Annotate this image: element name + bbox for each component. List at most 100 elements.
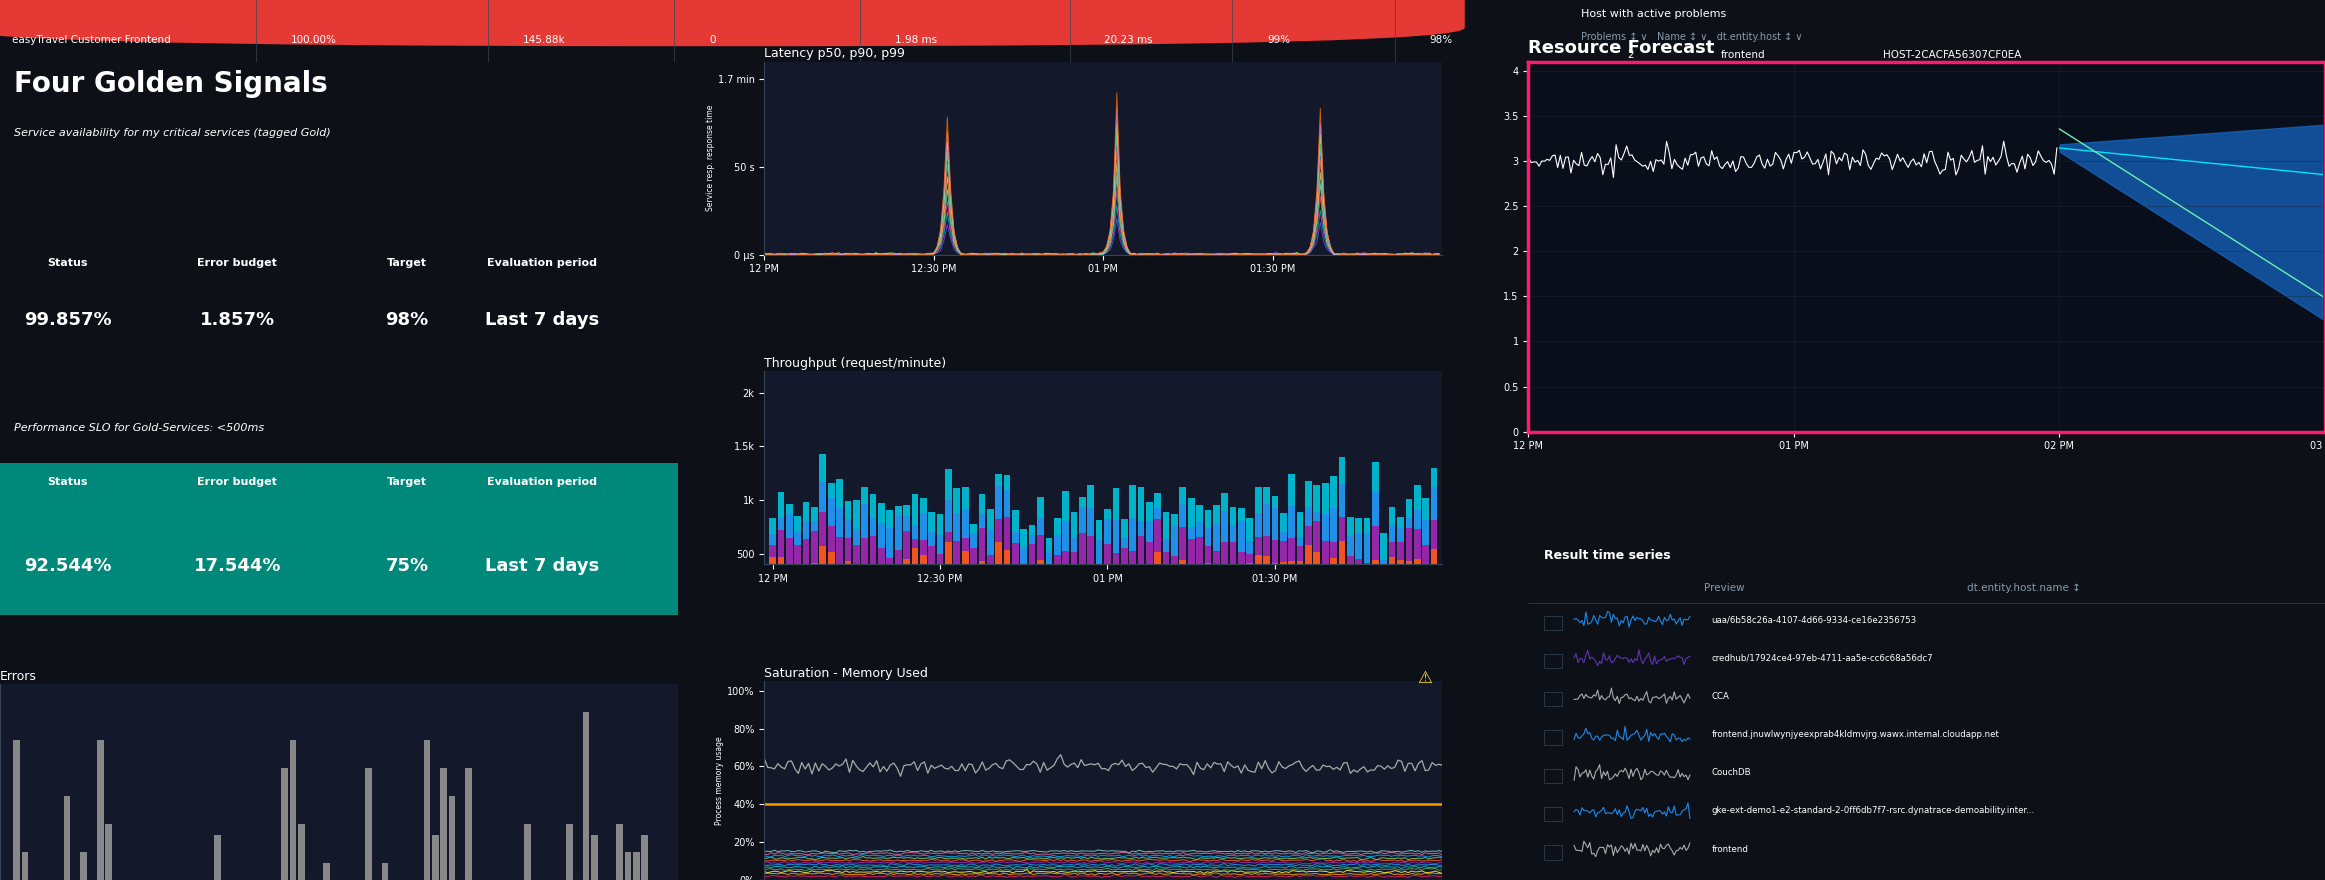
Bar [1028,588,1035,607]
Bar [963,487,970,510]
Bar [986,555,993,585]
Text: ⚠: ⚠ [1418,670,1432,687]
Text: 92.544%: 92.544% [23,557,112,576]
Bar [860,570,867,580]
Bar [1239,552,1244,583]
Bar [770,557,777,588]
Bar [1104,589,1111,607]
Bar [1104,544,1111,576]
Bar [1063,583,1070,598]
Bar [1323,568,1328,598]
Bar [1381,532,1388,560]
Bar [853,529,860,545]
Bar [911,548,918,582]
Bar [1314,553,1321,574]
Bar [1355,570,1362,588]
Bar [1256,488,1262,513]
Bar [1197,537,1202,568]
Bar [979,528,986,561]
Bar [1172,526,1179,556]
Bar [1381,576,1388,587]
Bar [902,505,909,516]
Bar [995,542,1002,576]
Bar [963,538,970,551]
Bar [1339,457,1346,484]
Bar [1423,519,1430,545]
Bar [1162,595,1169,607]
Bar [1088,536,1095,566]
Bar [291,740,295,880]
Bar [937,554,944,564]
Bar [1121,538,1128,547]
Bar [895,550,902,564]
Bar [1063,551,1070,583]
Bar [523,824,530,880]
Bar [63,796,70,880]
Bar [963,510,970,538]
Text: Host with active problems: Host with active problems [1581,9,1725,19]
Bar [1204,528,1211,546]
Bar [1088,509,1095,536]
Bar [1381,597,1388,607]
Bar [1162,539,1169,553]
Bar [1230,588,1237,607]
Bar [879,573,886,583]
Bar [1339,484,1346,517]
Bar [1262,536,1269,556]
Bar [970,584,976,607]
Bar [1053,564,1060,587]
Bar [1414,510,1421,529]
Bar [1079,532,1086,564]
Text: Preview: Preview [1704,583,1744,593]
Text: easyTravel Customer Frontend: easyTravel Customer Frontend [12,35,170,45]
Bar [1414,559,1421,577]
Bar [1028,544,1035,574]
Bar [1221,574,1228,594]
Bar [1355,559,1362,570]
Bar [1372,492,1379,526]
Bar [1423,545,1430,565]
Bar [979,515,986,528]
Bar [1430,487,1437,520]
Bar [1070,597,1076,607]
Bar [1304,480,1311,507]
Text: Last 7 days: Last 7 days [486,311,600,329]
Bar [795,532,802,545]
Bar [770,534,777,546]
Bar [1239,509,1244,522]
Bar [1111,520,1118,553]
Text: Evaluation period: Evaluation period [488,258,598,268]
Bar [828,526,835,552]
Bar [1414,529,1421,559]
FancyBboxPatch shape [0,463,679,615]
Bar [963,551,970,579]
Bar [853,545,860,568]
Bar [1544,807,1562,821]
Bar [1407,561,1411,581]
Bar [1172,575,1179,594]
Bar [837,479,844,508]
Bar [802,502,809,521]
Bar [1204,510,1211,528]
Bar [795,545,802,573]
Bar [1188,539,1195,565]
Bar [1365,596,1369,607]
Bar [365,768,372,880]
Bar [98,740,105,880]
Bar [1197,504,1202,522]
Bar [902,516,909,531]
Text: 99.857%: 99.857% [23,311,112,329]
Bar [777,518,784,530]
Bar [1330,576,1337,607]
Bar [1272,540,1279,563]
Bar [1214,596,1221,607]
Bar [1011,532,1018,543]
Bar [1121,547,1128,570]
Bar [770,546,777,557]
Bar [986,585,993,597]
Bar [1544,845,1562,860]
Bar [870,568,877,581]
Bar [1281,532,1286,540]
Bar [632,852,639,880]
Bar [953,572,960,586]
